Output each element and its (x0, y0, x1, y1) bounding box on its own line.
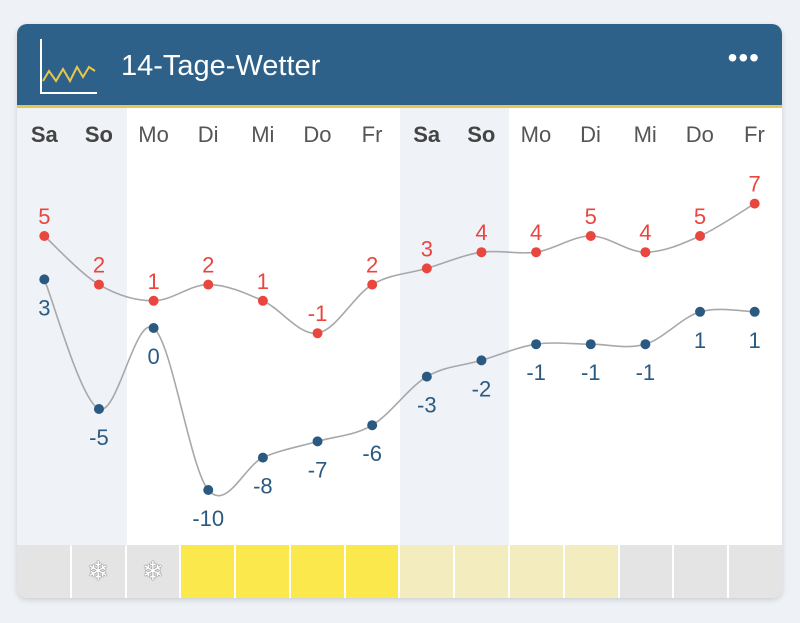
condition-cell-partly-sun (510, 545, 563, 598)
day-label: Di (197, 122, 219, 147)
high-label: -1 (308, 301, 328, 326)
low-point (93, 404, 104, 414)
day-label: Do (685, 122, 714, 147)
low-point (39, 274, 50, 285)
high-label: 5 (38, 204, 50, 229)
condition-cell-none (619, 545, 673, 598)
low-point (312, 436, 323, 447)
temperature-chart: 5 2 1 2 1 -1 2 3 4 4 5 4 5 7 3 -5 0 -10 -8 -7 -6 -3 -2 -1 -1 -1 1 1 (38, 172, 761, 531)
snowflake-icon: ❄ (87, 556, 110, 586)
high-label: 3 (421, 236, 433, 261)
high-point (531, 247, 542, 258)
high-point (640, 247, 651, 258)
condition-cell-sun (181, 545, 235, 598)
high-point (695, 231, 706, 241)
condition-cell-sun (345, 545, 399, 598)
day-label: Mo (138, 122, 169, 147)
low-point (421, 371, 432, 382)
high-point (749, 198, 760, 209)
low-point (257, 452, 268, 463)
high-point (39, 231, 50, 241)
high-label: 4 (530, 220, 542, 245)
low-point (749, 306, 760, 317)
day-label: Fr (744, 122, 765, 147)
weekend-shade (454, 108, 510, 546)
weekend-shade (17, 108, 73, 546)
low-point (148, 323, 159, 333)
high-label: 2 (202, 253, 214, 278)
day-label: Fr (361, 122, 383, 147)
high-point (367, 279, 378, 290)
high-label: 1 (147, 269, 159, 294)
low-label: 0 (147, 344, 159, 369)
low-label: 3 (38, 295, 50, 320)
day-label: So (84, 122, 113, 147)
low-label: 1 (694, 328, 706, 353)
condition-cell-snow: ❄ (71, 545, 125, 598)
day-label: Do (303, 122, 332, 147)
day-label: So (467, 122, 496, 147)
low-label: -5 (89, 425, 109, 450)
condition-cell-partly-sun (400, 545, 454, 598)
weekend-shade (71, 108, 127, 546)
high-point (312, 328, 323, 339)
low-label: -7 (308, 457, 328, 482)
condition-cell-partly-sun (564, 545, 618, 598)
high-point (476, 247, 487, 258)
high-label: 4 (639, 220, 651, 245)
high-label: 2 (93, 253, 105, 278)
day-label: Mo (520, 122, 552, 147)
condition-cell-none (17, 545, 70, 598)
high-point (148, 295, 159, 306)
low-point (695, 306, 706, 317)
condition-cell-none (729, 545, 782, 598)
low-label: -3 (417, 393, 437, 418)
day-label: Mi (633, 122, 657, 147)
low-label: -10 (192, 506, 224, 531)
high-point (93, 279, 104, 290)
low-label: -1 (581, 360, 601, 385)
low-line (43, 279, 755, 497)
high-label: 5 (585, 204, 597, 229)
high-point (421, 263, 432, 274)
low-label: -2 (472, 376, 492, 401)
high-label: 2 (366, 253, 378, 278)
high-label: 5 (694, 204, 706, 229)
high-label: 7 (749, 172, 761, 197)
snowflake-icon: ❄ (142, 556, 164, 586)
day-label: Mi (251, 122, 275, 147)
low-label: -1 (636, 360, 656, 385)
low-point (476, 355, 487, 366)
condition-strip: ❄ ❄ (17, 545, 782, 598)
low-point (203, 485, 214, 495)
day-label: Sa (413, 122, 441, 147)
low-point (531, 339, 542, 350)
condition-cell-sun (236, 545, 289, 598)
low-point (585, 339, 596, 350)
condition-cell-snow: ❄ (126, 545, 180, 598)
weather-widget: 14-Tage-Wetter ••• Sa So Mo Di Mi Do Fr Sa So Mo D… (17, 24, 782, 598)
low-label: -1 (526, 360, 546, 385)
condition-cell-sun (290, 545, 344, 598)
widget-title: 14-Tage-Wetter (121, 50, 321, 82)
high-label: 1 (257, 269, 269, 294)
condition-cell-none (674, 545, 728, 598)
high-label: 4 (475, 220, 487, 245)
low-point (640, 339, 651, 350)
day-labels: Sa So Mo Di Mi Do Fr Sa So Mo Di Mi Do Fr (17, 122, 782, 148)
low-label: -6 (362, 441, 382, 466)
high-point (585, 231, 596, 241)
widget-header: 14-Tage-Wetter ••• (17, 24, 782, 108)
day-label: Di (580, 122, 601, 147)
high-point (203, 279, 214, 290)
more-options-button[interactable]: ••• (727, 42, 760, 73)
low-point (367, 420, 378, 431)
low-label: 1 (749, 328, 761, 353)
day-label: Sa (30, 122, 58, 147)
weekend-shade (399, 108, 455, 546)
low-label: -8 (253, 474, 273, 499)
chart-line-icon (40, 39, 97, 94)
condition-cell-partly-sun (455, 545, 509, 598)
high-point (257, 295, 268, 306)
